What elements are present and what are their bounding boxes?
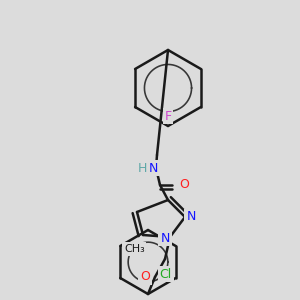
Text: N: N xyxy=(186,211,196,224)
Text: O: O xyxy=(140,271,150,284)
Text: N: N xyxy=(160,232,170,244)
Text: CH₃: CH₃ xyxy=(124,244,145,254)
Text: H: H xyxy=(137,161,147,175)
Text: N: N xyxy=(148,161,158,175)
Text: O: O xyxy=(179,178,189,191)
Text: Cl: Cl xyxy=(160,268,172,281)
Text: F: F xyxy=(164,110,172,122)
